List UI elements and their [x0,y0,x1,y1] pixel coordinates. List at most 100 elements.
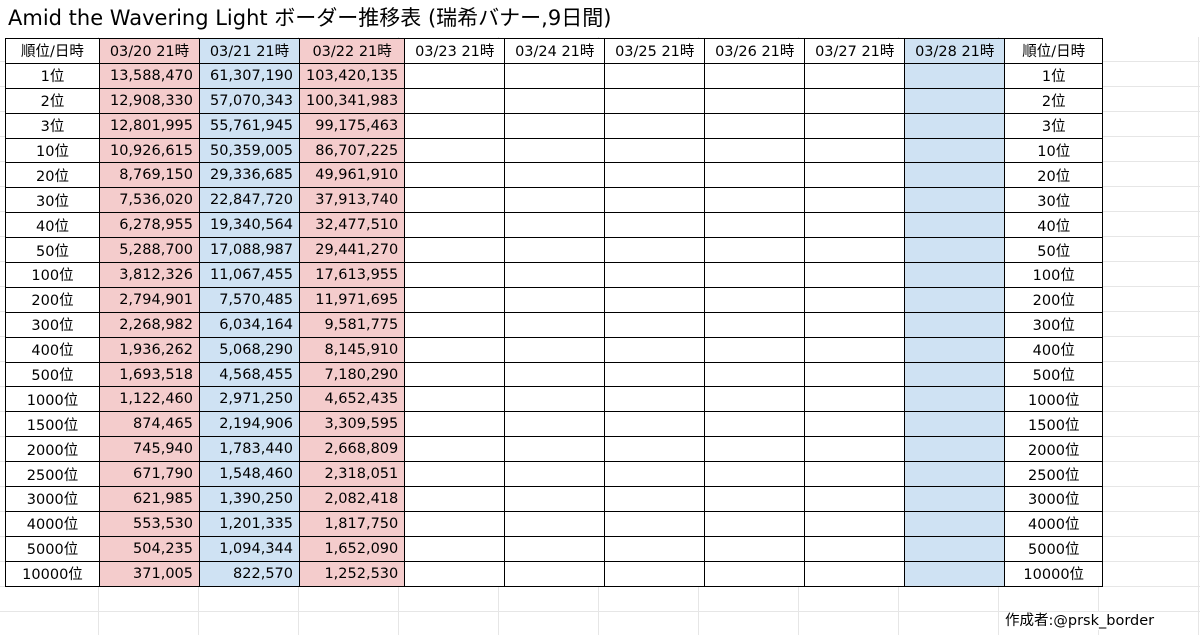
value-cell[interactable] [904,436,1006,463]
value-cell[interactable] [504,436,606,463]
value-cell[interactable]: 3,309,595 [298,411,406,438]
value-cell[interactable] [504,162,606,189]
value-cell[interactable]: 37,913,740 [298,187,406,214]
value-cell[interactable] [704,112,806,139]
value-cell[interactable] [404,162,506,189]
value-cell[interactable]: 1,652,090 [298,535,406,562]
value-cell[interactable] [404,311,506,338]
rank-cell[interactable]: 100位 [1004,262,1104,288]
value-cell[interactable] [604,336,706,363]
value-cell[interactable]: 7,536,020 [99,187,200,214]
header-date[interactable]: 03/24 21時 [504,38,606,64]
value-cell[interactable]: 8,769,150 [99,162,200,189]
rank-cell[interactable]: 4000位 [5,510,100,537]
value-cell[interactable] [504,237,606,264]
value-cell[interactable] [404,262,506,288]
value-cell[interactable]: 621,985 [99,486,200,512]
value-cell[interactable]: 1,693,518 [99,361,200,388]
rank-cell[interactable]: 3位 [1004,112,1104,139]
value-cell[interactable] [904,461,1006,488]
value-cell[interactable]: 1,122,460 [99,386,200,413]
value-cell[interactable] [704,336,806,363]
value-cell[interactable] [904,560,1006,587]
value-cell[interactable] [704,560,806,587]
value-cell[interactable]: 1,201,335 [199,510,300,537]
value-cell[interactable] [404,461,506,488]
value-cell[interactable] [704,237,806,264]
rank-cell[interactable]: 5000位 [5,535,100,562]
rank-cell[interactable]: 2000位 [1004,436,1104,463]
value-cell[interactable]: 10,926,615 [99,137,200,164]
value-cell[interactable] [404,286,506,313]
value-cell[interactable]: 371,005 [99,560,200,587]
rank-cell[interactable]: 30位 [1004,187,1104,214]
rank-cell[interactable]: 400位 [5,336,100,363]
value-cell[interactable] [504,187,606,214]
value-cell[interactable] [504,87,606,114]
value-cell[interactable] [404,535,506,562]
value-cell[interactable]: 2,668,809 [298,436,406,463]
value-cell[interactable] [704,286,806,313]
value-cell[interactable] [904,112,1006,139]
value-cell[interactable] [404,411,506,438]
value-cell[interactable] [504,361,606,388]
rank-cell[interactable]: 10000位 [1004,560,1104,587]
value-cell[interactable] [904,535,1006,562]
rank-cell[interactable]: 20位 [1004,162,1104,189]
value-cell[interactable]: 1,094,344 [199,535,300,562]
value-cell[interactable]: 29,336,685 [199,162,300,189]
value-cell[interactable] [804,286,906,313]
value-cell[interactable] [504,336,606,363]
value-cell[interactable] [404,436,506,463]
header-rank-right[interactable]: 順位/日時 [1004,38,1104,64]
value-cell[interactable] [704,361,806,388]
value-cell[interactable]: 61,307,190 [199,62,300,89]
value-cell[interactable] [804,187,906,214]
value-cell[interactable]: 22,847,720 [199,187,300,214]
value-cell[interactable] [804,386,906,413]
value-cell[interactable] [904,137,1006,164]
value-cell[interactable]: 1,783,440 [199,436,300,463]
value-cell[interactable]: 671,790 [99,461,200,488]
rank-cell[interactable]: 500位 [1004,361,1104,388]
value-cell[interactable] [804,361,906,388]
rank-cell[interactable]: 50位 [1004,237,1104,264]
value-cell[interactable]: 2,318,051 [298,461,406,488]
value-cell[interactable] [804,510,906,537]
value-cell[interactable] [804,311,906,338]
value-cell[interactable] [704,212,806,239]
rank-cell[interactable]: 1500位 [5,411,100,438]
rank-cell[interactable]: 30位 [5,187,100,214]
value-cell[interactable] [704,311,806,338]
value-cell[interactable]: 29,441,270 [298,237,406,264]
value-cell[interactable] [404,386,506,413]
value-cell[interactable]: 1,817,750 [298,510,406,537]
value-cell[interactable] [604,87,706,114]
value-cell[interactable]: 1,548,460 [199,461,300,488]
value-cell[interactable] [504,112,606,139]
header-date[interactable]: 03/25 21時 [604,38,706,64]
value-cell[interactable] [904,237,1006,264]
value-cell[interactable]: 2,971,250 [199,386,300,413]
rank-cell[interactable]: 3位 [5,112,100,139]
rank-cell[interactable]: 1000位 [5,386,100,413]
value-cell[interactable] [504,137,606,164]
value-cell[interactable] [504,286,606,313]
value-cell[interactable]: 1,936,262 [99,336,200,363]
value-cell[interactable] [904,162,1006,189]
value-cell[interactable] [804,560,906,587]
value-cell[interactable] [804,436,906,463]
value-cell[interactable]: 5,288,700 [99,237,200,264]
value-cell[interactable] [904,262,1006,288]
value-cell[interactable]: 822,570 [199,560,300,587]
value-cell[interactable] [704,461,806,488]
value-cell[interactable]: 4,652,435 [298,386,406,413]
value-cell[interactable] [404,212,506,239]
value-cell[interactable] [604,162,706,189]
value-cell[interactable]: 5,068,290 [199,336,300,363]
value-cell[interactable] [904,187,1006,214]
value-cell[interactable]: 86,707,225 [298,137,406,164]
value-cell[interactable]: 3,812,326 [99,262,200,288]
value-cell[interactable] [604,237,706,264]
value-cell[interactable] [804,336,906,363]
